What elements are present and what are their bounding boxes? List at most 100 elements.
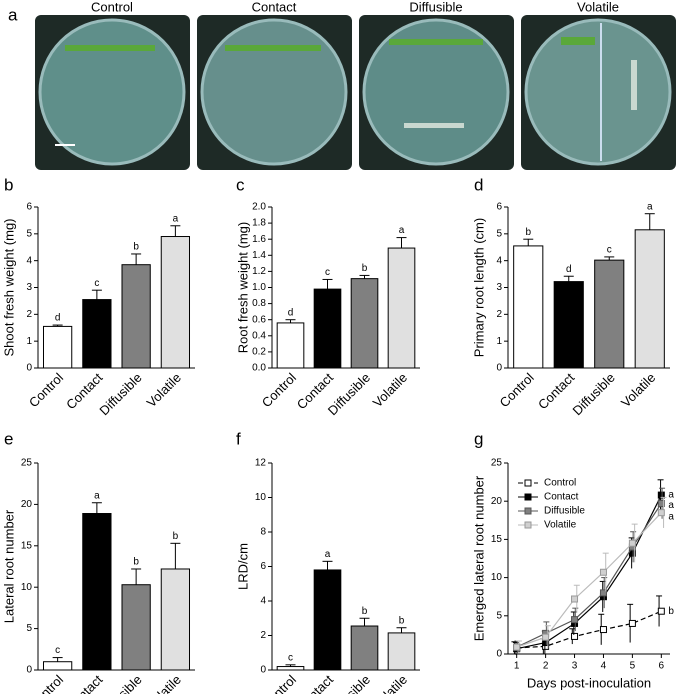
legend-marker xyxy=(524,479,532,487)
y-tick-label: 3 xyxy=(496,282,502,293)
x-tick-label: 5 xyxy=(630,661,636,672)
x-tick-label: Volatile xyxy=(370,370,410,410)
significance-letter: a xyxy=(173,213,179,224)
x-tick-label: Control xyxy=(26,370,66,410)
significance-letter: c xyxy=(288,652,293,663)
significance-letter: b xyxy=(399,615,405,626)
point xyxy=(599,626,607,634)
x-tick-label: Volatile xyxy=(144,672,184,694)
y-tick-label: 3 xyxy=(26,282,32,293)
significance-letter: b xyxy=(362,263,368,274)
significance-letter: c xyxy=(94,278,99,289)
bar xyxy=(160,568,191,671)
y-tick-label: 1.6 xyxy=(252,234,266,245)
bar xyxy=(387,632,416,671)
panel-letter: g xyxy=(474,429,483,448)
bar xyxy=(42,661,73,671)
photos xyxy=(35,15,676,170)
y-tick-label: 1.4 xyxy=(252,250,266,261)
significance-letter: c xyxy=(325,267,330,278)
bar xyxy=(387,247,416,369)
panel-letter: f xyxy=(236,429,241,448)
x-tick-label: Control xyxy=(497,370,537,410)
legend-label: Contact xyxy=(544,492,579,503)
significance-letter: b xyxy=(173,531,179,542)
y-tick-label: 0 xyxy=(496,363,502,374)
panel-letter: b xyxy=(4,175,13,194)
significance-letter: b xyxy=(133,242,139,253)
bar xyxy=(513,245,544,369)
y-tick-label: 6 xyxy=(496,202,502,213)
y-axis-label: LRD/cm xyxy=(235,543,250,590)
y-tick-label: 0 xyxy=(496,649,502,660)
x-tick-label: Diffusible xyxy=(96,370,144,418)
x-tick-label: Contact xyxy=(294,672,337,694)
y-tick-label: 1.2 xyxy=(252,266,266,277)
y-tick-label: 20 xyxy=(21,499,33,510)
point xyxy=(628,539,636,547)
significance-letter: a xyxy=(94,490,100,501)
photo-label: Volatile xyxy=(577,0,619,14)
y-tick-label: 0 xyxy=(26,363,32,374)
point xyxy=(599,589,607,597)
point xyxy=(513,643,521,651)
x-tick-label: Diffusible xyxy=(570,370,618,418)
significance-letter: c xyxy=(55,645,60,656)
bar xyxy=(160,236,191,369)
point xyxy=(599,568,607,576)
y-tick-label: 1 xyxy=(496,336,502,347)
y-axis-label: Primary root length (cm) xyxy=(471,218,486,357)
bar xyxy=(276,322,305,369)
legend-label: Diffusible xyxy=(544,506,585,517)
panel-letter: e xyxy=(4,429,13,448)
bar xyxy=(634,229,665,369)
significance-letter: b xyxy=(668,606,674,617)
x-tick-label: Contact xyxy=(63,672,106,694)
y-tick-label: 0.2 xyxy=(252,347,266,358)
y-tick-label: 4 xyxy=(260,596,266,607)
legend-marker xyxy=(524,521,532,529)
bar xyxy=(82,513,112,671)
y-tick-label: 2 xyxy=(496,309,502,320)
series-line xyxy=(516,494,662,650)
y-tick-label: 5 xyxy=(26,623,32,634)
series-line xyxy=(516,610,662,649)
y-tick-label: 1.0 xyxy=(252,282,266,293)
y-tick-label: 4 xyxy=(496,255,502,266)
significance-letter: b xyxy=(362,606,368,617)
y-tick-label: 0 xyxy=(260,665,266,676)
bar xyxy=(121,584,151,671)
y-axis-label: Emerged lateral root number xyxy=(471,475,486,641)
y-tick-label: 10 xyxy=(491,572,503,583)
photo-label: Contact xyxy=(252,0,297,14)
series-line xyxy=(516,512,662,648)
x-tick-label: 6 xyxy=(659,661,665,672)
y-tick-label: 2 xyxy=(260,630,266,641)
y-tick-label: 0 xyxy=(26,665,32,676)
legend-marker xyxy=(524,507,532,515)
series-line xyxy=(516,503,662,648)
y-tick-label: 25 xyxy=(491,458,503,469)
point xyxy=(657,499,665,507)
x-tick-label: Volatile xyxy=(618,370,658,410)
photo-label: Control xyxy=(91,0,133,14)
y-axis-label: Lateral root number xyxy=(1,509,16,623)
x-tick-label: 4 xyxy=(601,661,607,672)
significance-letter: d xyxy=(566,264,572,275)
y-tick-label: 2.0 xyxy=(252,202,266,213)
y-tick-label: 15 xyxy=(21,540,33,551)
y-tick-label: 12 xyxy=(255,458,267,469)
y-tick-label: 1 xyxy=(26,336,32,347)
y-tick-label: 8 xyxy=(260,527,266,538)
x-axis-label: Days post-inoculation xyxy=(527,675,651,690)
x-tick-label: Control xyxy=(259,370,299,410)
significance-letter: d xyxy=(288,307,294,318)
y-axis-label: Shoot fresh weight (mg) xyxy=(1,218,16,356)
y-tick-label: 0.4 xyxy=(252,330,266,341)
x-tick-label: volatile xyxy=(371,672,410,694)
panel-letter: d xyxy=(474,175,483,194)
point xyxy=(657,509,665,517)
point xyxy=(542,633,550,641)
y-tick-label: 20 xyxy=(491,496,503,507)
